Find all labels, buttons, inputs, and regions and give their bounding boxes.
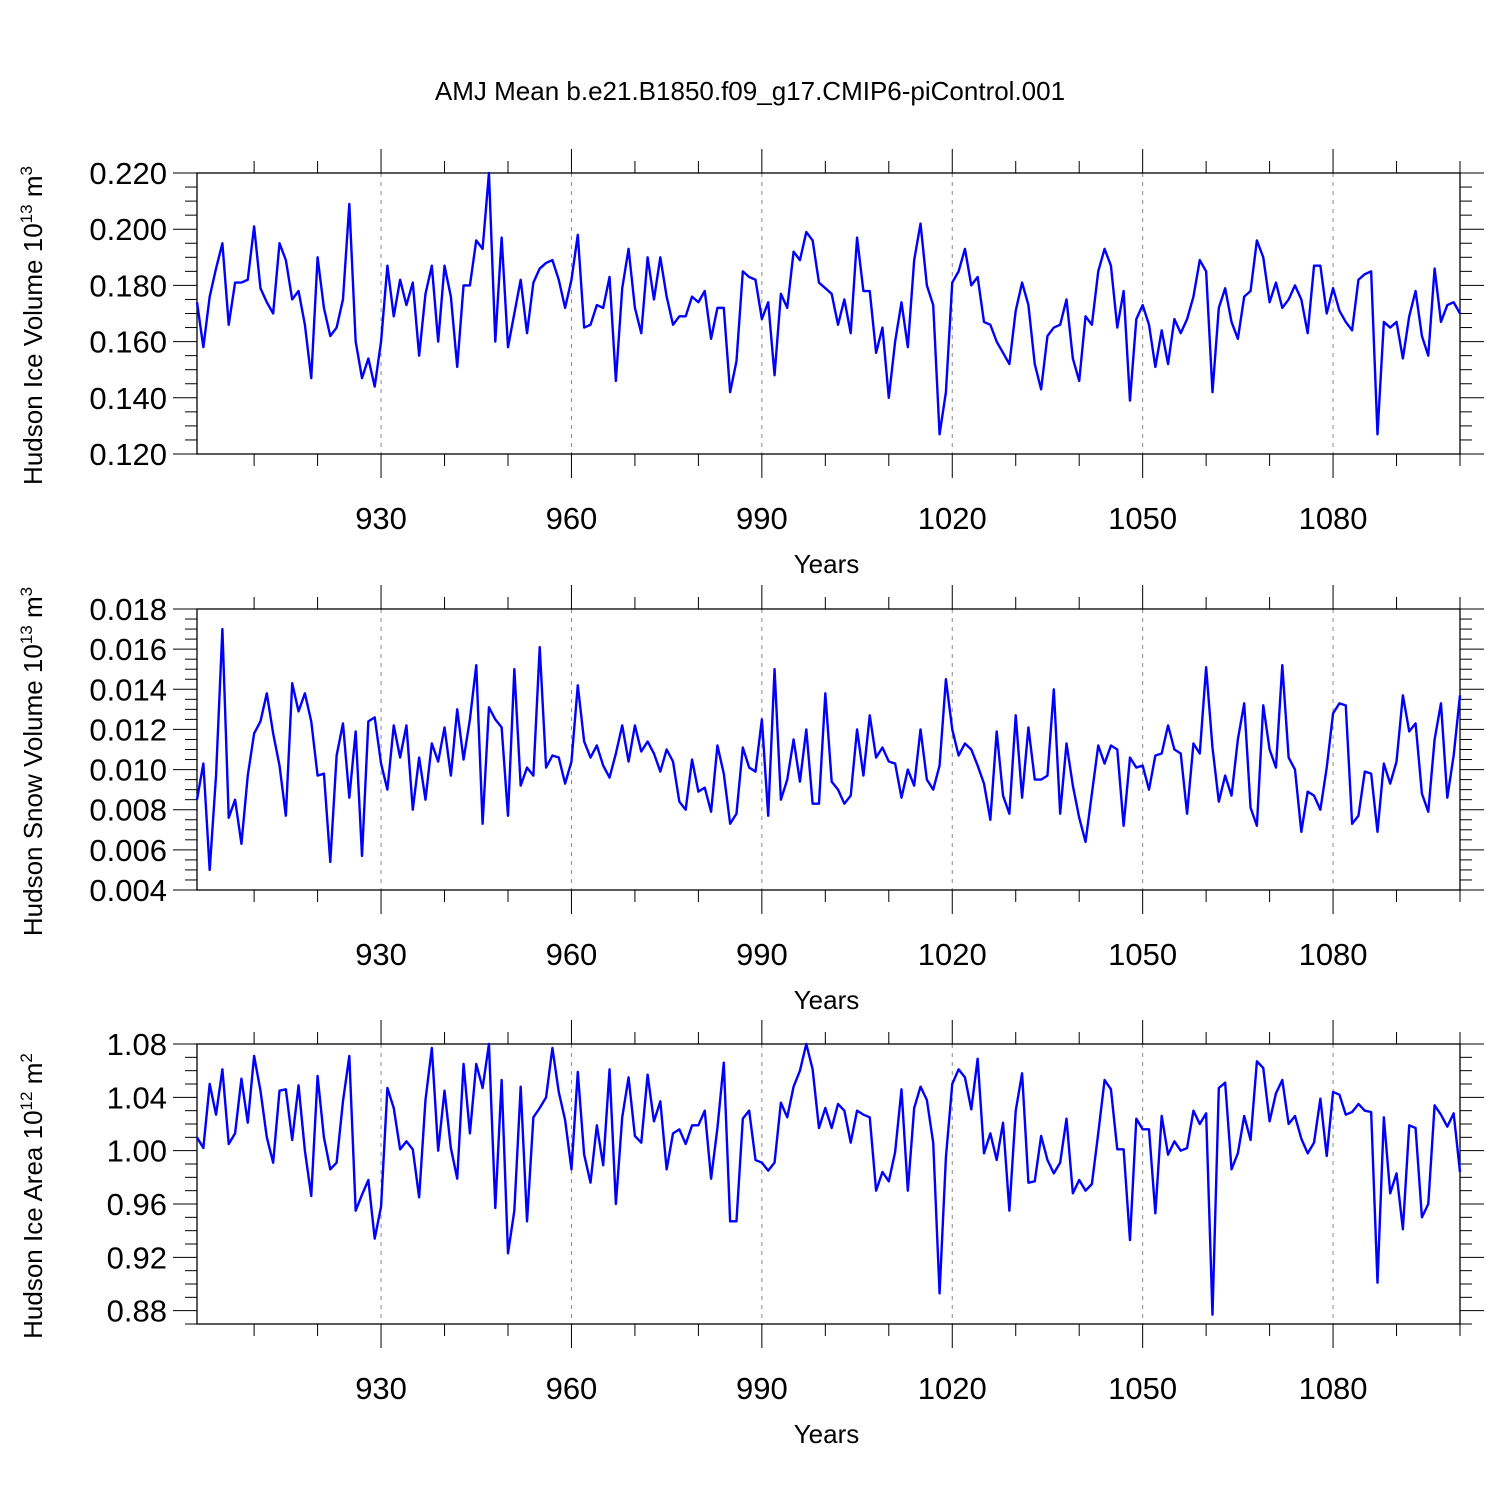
- y-axis-label-unit-exponent: 2: [17, 1053, 36, 1062]
- x-tick-label: 1050: [1108, 501, 1177, 536]
- x-axis-label: Years: [794, 985, 860, 1015]
- y-tick-label: 0.012: [89, 712, 167, 747]
- y-tick-label: 0.160: [89, 325, 167, 360]
- y-tick-label: 0.018: [89, 592, 167, 627]
- y-axis-label-unit-exponent: 3: [17, 587, 36, 596]
- y-tick-label: 0.010: [89, 753, 167, 788]
- y-tick-label: 0.008: [89, 793, 167, 828]
- x-tick-label: 1020: [918, 501, 987, 536]
- plot-frame: [196, 1043, 1461, 1325]
- x-tick-label: 1020: [918, 1371, 987, 1406]
- y-axis-label-exponent: 13: [17, 625, 36, 644]
- y-tick-label: 0.92: [107, 1240, 167, 1275]
- y-axis-label: Hudson Ice Volume 1013 m3: [17, 166, 48, 485]
- x-tick-label: 930: [355, 501, 407, 536]
- panel-snow-volume: 0.004 0.006 0.008 0.010 0.012 0.014 0.016 0.018…: [17, 585, 1484, 1015]
- x-tick-label: 1080: [1299, 1371, 1368, 1406]
- y-tick-label: 0.200: [89, 212, 167, 247]
- y-tick-label: 0.014: [89, 672, 167, 707]
- x-tick-label: 990: [736, 501, 788, 536]
- x-tick-label: 1080: [1299, 501, 1368, 536]
- x-tick-label: 1020: [918, 937, 987, 972]
- y-axis-label-main: Hudson Snow Volume 10: [18, 644, 48, 936]
- series-line: [195, 1042, 1462, 1316]
- series-line: [195, 171, 1462, 436]
- y-tick-label: 1.04: [107, 1080, 167, 1115]
- x-tick-label: 1080: [1299, 937, 1368, 972]
- panel-ice-area: 0.88 0.92 0.96 1.00 1.04 1.08 930 960 990 1020 10…: [17, 1020, 1484, 1449]
- y-axis-label-unit-exponent: 3: [17, 166, 36, 175]
- x-axis-label: Years: [794, 549, 860, 579]
- y-tick-label: 0.006: [89, 833, 167, 868]
- y-axis-label-main: Hudson Ice Volume 10: [18, 223, 48, 485]
- x-tick-label: 930: [355, 1371, 407, 1406]
- y-axis-label-unit: m: [18, 596, 48, 625]
- y-axis-label-main: Hudson Ice Area 10: [18, 1110, 48, 1338]
- x-tick-label: 1050: [1108, 1371, 1177, 1406]
- panel-ice-volume: 0.120 0.140 0.160 0.180 0.200 0.220 930 960 990…: [17, 149, 1484, 579]
- y-axis-label-unit: m: [18, 1063, 48, 1092]
- x-tick-label: 990: [736, 937, 788, 972]
- y-tick-label: 1.00: [107, 1134, 167, 1169]
- plot-frame: [196, 172, 1461, 455]
- x-tick-label: 1050: [1108, 937, 1177, 972]
- y-tick-label: 0.120: [89, 437, 167, 472]
- x-axis-label: Years: [794, 1419, 860, 1449]
- y-tick-label: 0.88: [107, 1294, 167, 1329]
- y-axis-label-exponent: 13: [17, 204, 36, 223]
- y-axis-label: Hudson Snow Volume 1013 m3: [17, 587, 48, 936]
- chart-title: AMJ Mean b.e21.B1850.f09_g17.CMIP6-piCon…: [435, 76, 1065, 106]
- y-axis-label: Hudson Ice Area 1012 m2: [17, 1053, 48, 1339]
- series-line: [195, 627, 1462, 872]
- y-axis-label-exponent: 12: [17, 1092, 36, 1111]
- y-tick-label: 0.220: [89, 156, 167, 191]
- y-tick-label: 0.96: [107, 1187, 167, 1222]
- x-tick-label: 960: [546, 501, 598, 536]
- y-tick-label: 0.016: [89, 632, 167, 667]
- y-tick-label: 1.08: [107, 1027, 167, 1062]
- y-tick-label: 0.004: [89, 873, 167, 908]
- y-tick-label: 0.140: [89, 381, 167, 416]
- x-tick-label: 930: [355, 937, 407, 972]
- x-tick-label: 960: [546, 1371, 598, 1406]
- x-tick-label: 960: [546, 937, 598, 972]
- y-axis-label-unit: m: [18, 176, 48, 205]
- plot-frame: [196, 608, 1461, 891]
- y-tick-label: 0.180: [89, 268, 167, 303]
- x-tick-label: 990: [736, 1371, 788, 1406]
